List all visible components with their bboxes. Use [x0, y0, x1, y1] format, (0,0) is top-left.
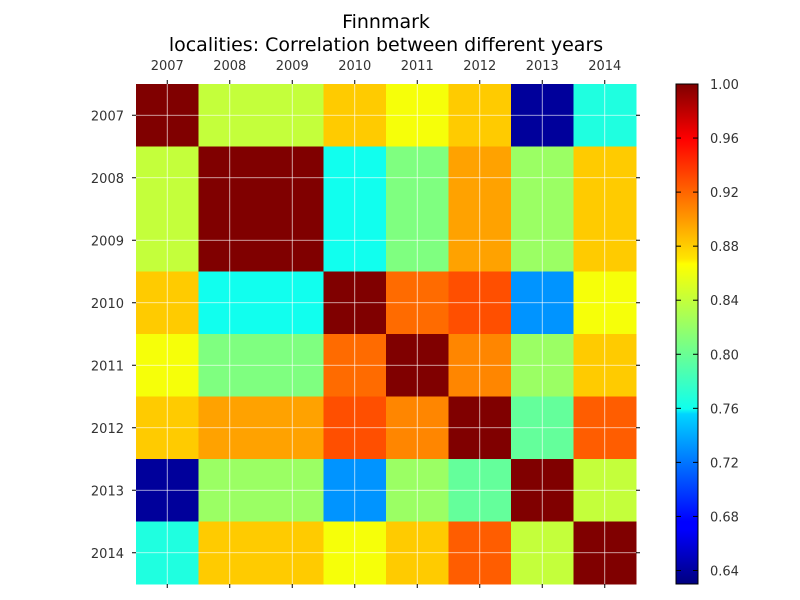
y-tick-label: 2007 [91, 109, 124, 124]
x-tick-label: 2008 [213, 59, 246, 74]
heatmap-axes: 2007 2008 2009 2010 2011 2012 2013 2014 2007 2008… [91, 59, 640, 588]
y-tick-label: 2012 [91, 422, 124, 437]
colorbar-tick-label: 1.00 [710, 78, 739, 93]
y-tick-label: 2010 [91, 297, 124, 312]
x-tick-label: 2014 [588, 59, 621, 74]
colorbar-tick-label: 0.88 [710, 240, 739, 255]
colorbar-tick-label: 0.96 [710, 132, 739, 147]
y-tick-label: 2008 [91, 172, 124, 187]
colorbar-tick-label: 0.92 [710, 186, 739, 201]
colorbar-tick-label: 0.68 [710, 510, 739, 525]
x-tick-label: 2007 [151, 59, 184, 74]
colorbar-gradient [675, 83, 699, 585]
colorbar-tick-label: 0.84 [710, 294, 739, 309]
y-tick-label: 2009 [91, 234, 124, 249]
colorbar: 1.00 0.96 0.92 0.88 0.84 0.80 0.76 0.72 0.68 0.64 [675, 78, 739, 585]
heatmap-grid [136, 84, 636, 584]
colorbar-tick-label: 0.72 [710, 456, 739, 471]
chart-subtitle: localities: Correlation between differen… [169, 34, 603, 56]
colorbar-tick-label: 0.80 [710, 348, 739, 363]
colorbar-tick-label: 0.76 [710, 402, 739, 417]
x-tick-label: 2009 [276, 59, 309, 74]
y-tick-label: 2014 [91, 547, 124, 562]
y-tick-label: 2013 [91, 484, 124, 499]
y-tick-label: 2011 [91, 359, 124, 374]
x-tick-label: 2010 [338, 59, 371, 74]
colorbar-tick-label: 0.64 [710, 564, 739, 579]
x-tick-label: 2011 [401, 59, 434, 74]
heatmap-cells [136, 84, 637, 585]
chart-title: Finnmark [342, 11, 430, 33]
x-tick-label: 2012 [463, 59, 496, 74]
x-tick-label: 2013 [526, 59, 559, 74]
